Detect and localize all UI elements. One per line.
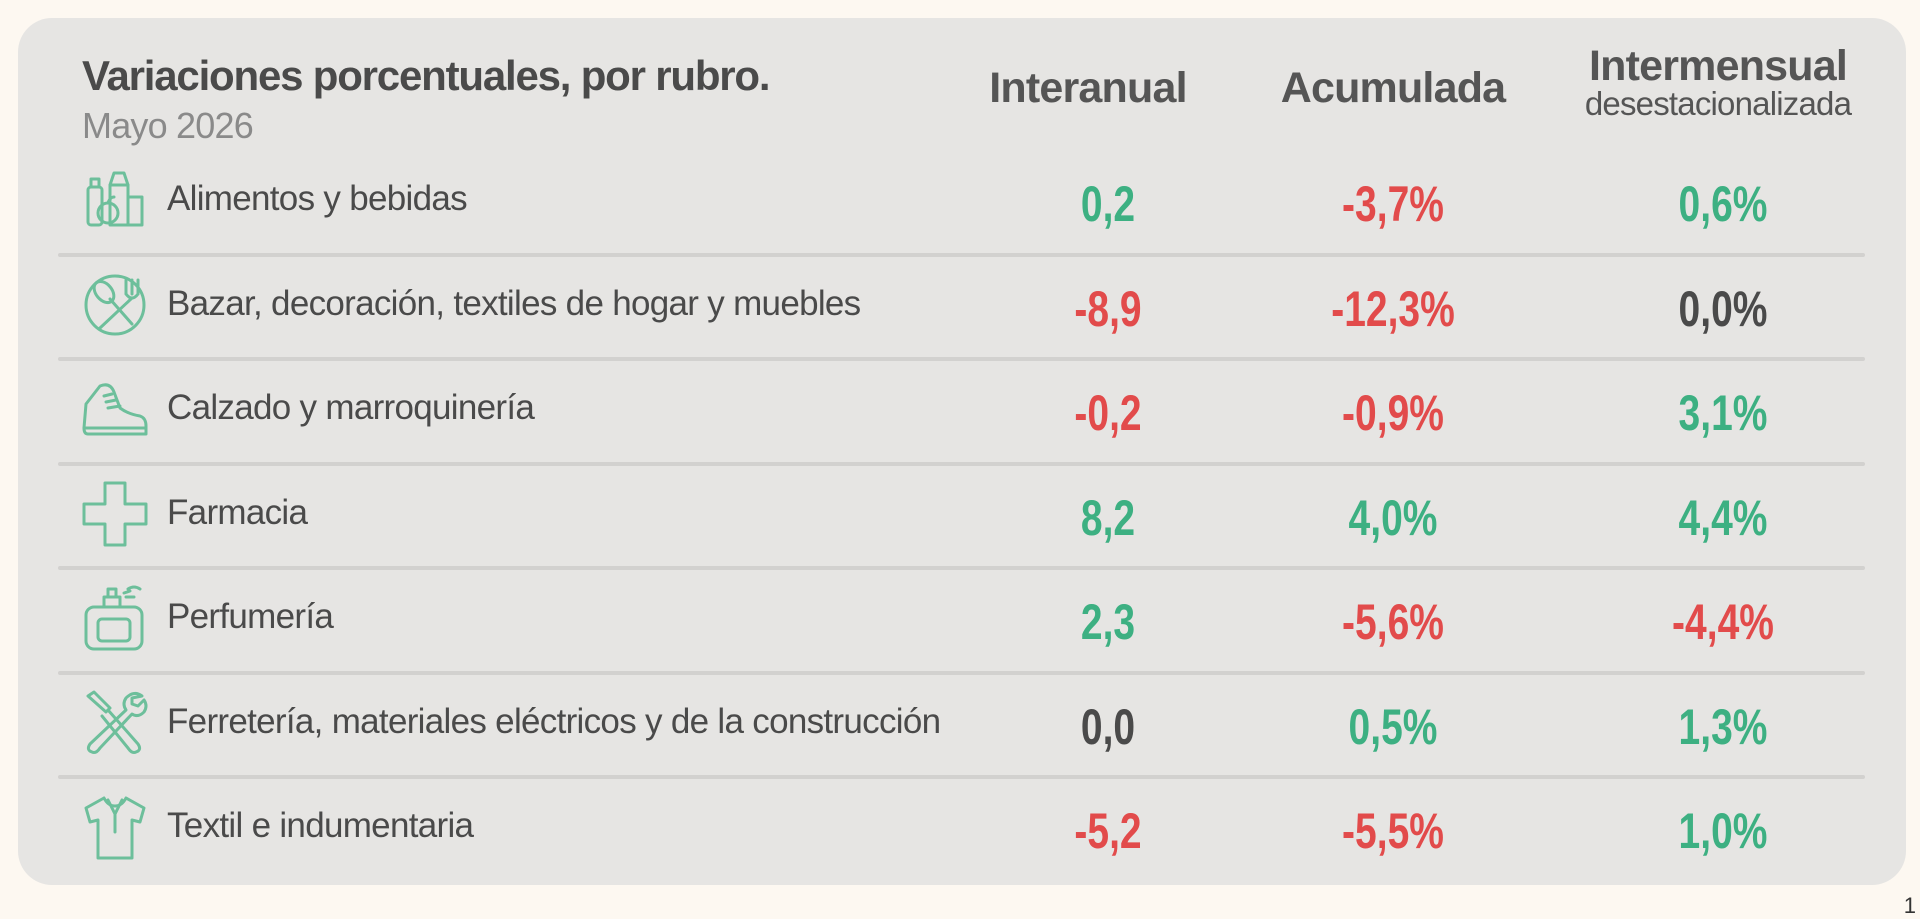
value-intermensual: 4,4%	[1678, 489, 1768, 546]
column-header-intermensual: Intermensual desestacionalizada	[1558, 42, 1878, 123]
value-interanual: 8,2	[1080, 489, 1136, 546]
value-acumulada: -12,3%	[1331, 280, 1455, 337]
value-intermensual: 1,3%	[1678, 698, 1768, 755]
column-header-acumulada-label: Acumulada	[1280, 64, 1506, 112]
value-intermensual: 0,0%	[1678, 280, 1768, 337]
table-row: Ferretería, materiales eléctricos y de l…	[18, 674, 1906, 779]
value-intermensual: 0,6%	[1678, 176, 1768, 232]
chart-subtitle: Mayo 2026	[82, 105, 254, 146]
page-number: 1	[1903, 893, 1916, 918]
row-label: Alimentos y bebidas	[167, 179, 468, 218]
row-divider	[58, 357, 1865, 361]
table-card: Variaciones porcentuales, por rubro. May…	[18, 18, 1906, 885]
row-label: Textil e indumentaria	[167, 806, 474, 845]
value-acumulada: -3,7%	[1342, 176, 1444, 232]
perfume-icon	[80, 583, 150, 653]
tools-icon	[80, 688, 150, 758]
value-intermensual: 3,1%	[1678, 385, 1768, 441]
cutlery-icon	[80, 270, 150, 340]
value-interanual: -8,9	[1074, 280, 1142, 337]
value-intermensual: -4,4%	[1672, 594, 1774, 650]
value-acumulada: 4,0%	[1348, 489, 1438, 546]
value-acumulada: 0,5%	[1348, 698, 1438, 755]
row-divider	[58, 252, 1865, 257]
value-acumulada: -5,6%	[1342, 594, 1444, 650]
table-row: Bazar, decoración, textiles de hogar y m…	[18, 256, 1906, 361]
value-acumulada: -0,9%	[1342, 385, 1444, 441]
column-header-interanual-label: Interanual	[989, 64, 1187, 112]
column-header-interanual: Interanual	[968, 64, 1208, 113]
table-row: Textil e indumentaria -5,2 -5,5% 1,0%	[18, 778, 1906, 883]
table-row: Perfumería 2,3 -5,6% -4,4%	[18, 569, 1906, 674]
row-divider	[58, 566, 1865, 570]
cross-icon	[80, 479, 150, 549]
table-row: Alimentos y bebidas 0,2 -3,7% 0,6%	[18, 151, 1906, 256]
column-header-intermensual-sub: desestacionalizada	[1584, 85, 1852, 122]
row-divider	[58, 670, 1865, 675]
value-interanual: 2,3	[1080, 594, 1136, 650]
value-interanual: 0,0	[1080, 698, 1136, 755]
row-label: Ferretería, materiales eléctricos y de l…	[167, 701, 941, 741]
row-label: Calzado y marroquinería	[167, 388, 535, 427]
value-intermensual: 1,0%	[1678, 803, 1768, 859]
value-interanual: -0,2	[1074, 385, 1142, 441]
grocery-icon	[80, 165, 150, 235]
value-acumulada: -5,5%	[1342, 803, 1444, 859]
row-divider	[58, 775, 1865, 779]
row-label: Farmacia	[167, 492, 308, 532]
value-interanual: 0,2	[1080, 176, 1136, 232]
value-interanual: -5,2	[1074, 803, 1142, 859]
column-header-acumulada: Acumulada	[1263, 64, 1523, 113]
row-label: Bazar, decoración, textiles de hogar y m…	[167, 283, 861, 323]
table-row: Farmacia 8,2 4,0% 4,4%	[18, 465, 1906, 570]
table-row: Calzado y marroquinería -0,2 -0,9% 3,1%	[18, 360, 1906, 465]
column-header-intermensual-label: Intermensual	[1588, 42, 1848, 90]
shirt-icon	[80, 792, 150, 862]
sneaker-icon	[80, 374, 150, 444]
chart-title: Variaciones porcentuales, por rubro.	[82, 52, 771, 99]
row-label: Perfumería	[167, 597, 334, 636]
row-divider	[58, 461, 1865, 466]
